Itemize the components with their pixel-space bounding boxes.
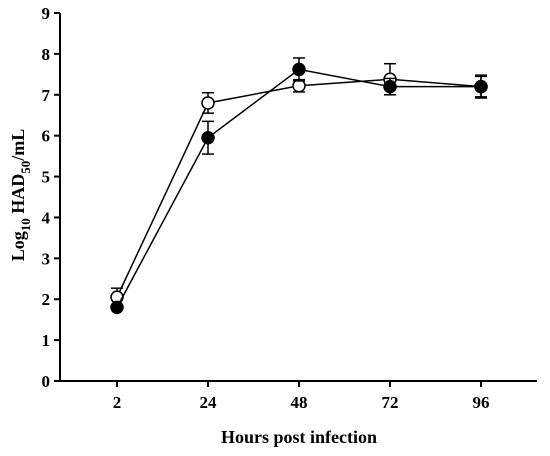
y-axis-title-main: HAD	[8, 174, 28, 219]
series-line	[116, 78, 482, 298]
y-tick-label: 5	[42, 168, 51, 187]
x-tick-label: 48	[291, 393, 308, 412]
y-tick-label: 0	[42, 372, 51, 391]
y-tick-label: 7	[42, 86, 51, 105]
data-point	[201, 130, 215, 145]
y-tick-label: 3	[42, 249, 51, 268]
data-point	[201, 96, 215, 110]
x-tick-label: 96	[473, 393, 490, 412]
series-filled-circle	[110, 57, 488, 315]
y-tick-label: 9	[42, 4, 51, 23]
series-line	[116, 68, 481, 308]
y-axis-title: Log10 HAD50/mL	[8, 129, 33, 262]
data-point	[292, 62, 306, 77]
x-tick-label: 72	[382, 393, 399, 412]
y-tick-label: 2	[42, 290, 51, 309]
y-axis-title-prefix-sub: 10	[18, 218, 33, 231]
x-tick-label: 24	[200, 393, 218, 412]
y-tick-label: 6	[42, 127, 51, 146]
y-tick-label: 4	[42, 208, 51, 227]
series-open-circle	[110, 62, 488, 307]
data-point	[474, 79, 488, 94]
data-point	[110, 300, 124, 315]
plot-area	[110, 57, 488, 315]
data-point	[383, 79, 397, 94]
axes: 0 1 2 3 4 5 6 7 8 9 2 24 48 72 96	[42, 4, 537, 412]
y-tick-label: 8	[42, 45, 51, 64]
y-axis-title-prefix: Log	[8, 231, 28, 261]
y-axis-title-suffix: /mL	[8, 129, 28, 162]
y-axis-title-main-sub: 50	[18, 161, 33, 174]
x-axis-title: Hours post infection	[221, 427, 377, 447]
x-tick-label: 2	[113, 393, 122, 412]
y-tick-label: 1	[42, 331, 51, 350]
